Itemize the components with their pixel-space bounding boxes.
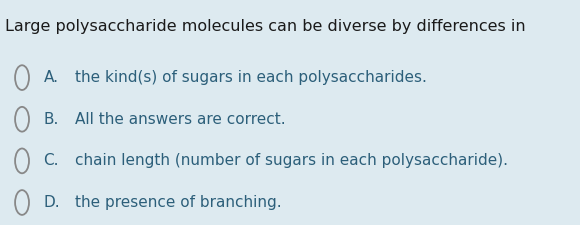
Text: C.: C. [44, 153, 59, 168]
Text: the presence of branching.: the presence of branching. [75, 195, 282, 210]
Text: D.: D. [44, 195, 60, 210]
Text: A.: A. [44, 70, 59, 85]
Text: B.: B. [44, 112, 59, 127]
Text: Large polysaccharide molecules can be diverse by differences in: Large polysaccharide molecules can be di… [5, 20, 525, 34]
Text: All the answers are correct.: All the answers are correct. [75, 112, 286, 127]
Text: the kind(s) of sugars in each polysaccharides.: the kind(s) of sugars in each polysaccha… [75, 70, 427, 85]
Text: chain length (number of sugars in each polysaccharide).: chain length (number of sugars in each p… [75, 153, 509, 168]
